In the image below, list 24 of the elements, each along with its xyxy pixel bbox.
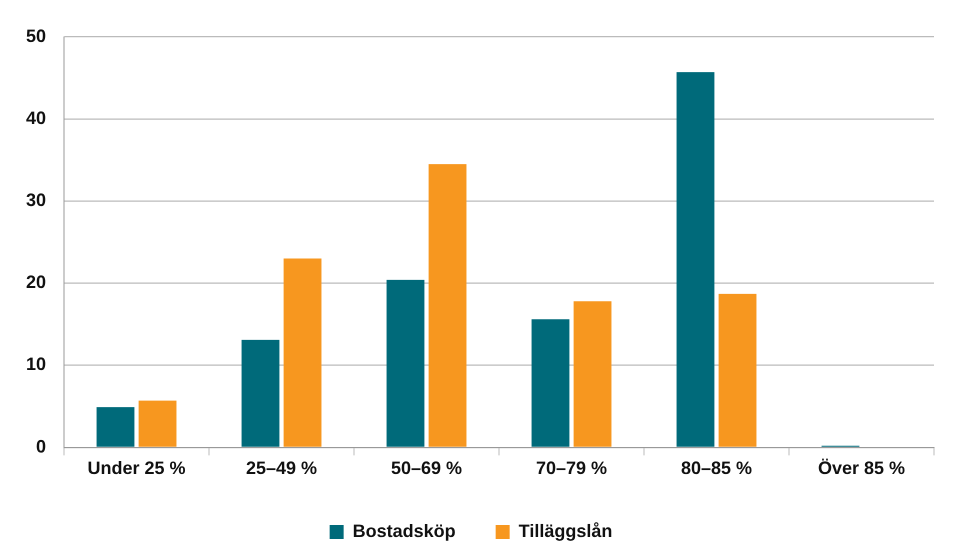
y-tick-label: 30 [26, 190, 46, 210]
bar [242, 340, 280, 447]
y-tick-label: 0 [36, 436, 46, 456]
bar [676, 72, 714, 447]
bar [284, 258, 322, 447]
x-tick-label: 80–85 % [680, 458, 752, 478]
y-tick-label: 40 [26, 108, 46, 128]
y-tick-label: 20 [26, 272, 46, 292]
bar [96, 407, 134, 447]
x-tick-label: Under 25 % [87, 458, 186, 478]
bar [138, 400, 176, 447]
bar [386, 280, 424, 447]
y-tick-label: 10 [26, 354, 46, 374]
x-tick-label: Över 85 % [818, 458, 906, 478]
legend-label: Tilläggslån [518, 520, 612, 541]
x-tick-label: 50–69 % [390, 458, 462, 478]
bar [718, 294, 756, 447]
legend-label: Bostadsköp [352, 520, 456, 541]
bar [428, 164, 466, 447]
y-tick-label: 50 [26, 26, 46, 46]
bar [532, 319, 570, 447]
x-tick-label: 25–49 % [246, 458, 318, 478]
x-tick-label: 70–79 % [536, 458, 608, 478]
bar [574, 301, 612, 447]
